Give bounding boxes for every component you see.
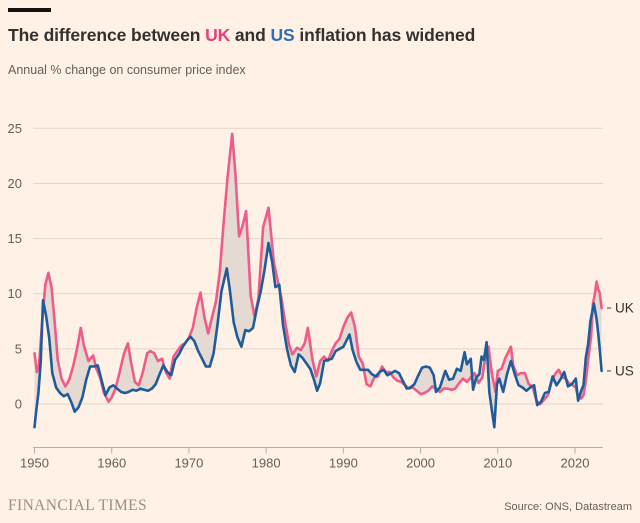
x-tick-label: 1990 (329, 456, 358, 471)
title-text: The difference between (8, 25, 206, 45)
title-text: inflation has widened (294, 25, 476, 45)
x-tick-label: 2020 (561, 456, 590, 471)
ft-brand-text: FINANCIAL TIMES (8, 497, 148, 514)
y-tick-label: 0 (15, 397, 22, 412)
top-rule (8, 8, 51, 12)
uk-end-label: UK (615, 301, 634, 316)
uk-line (33, 132, 603, 406)
y-tick-label: 5 (15, 341, 22, 356)
us-line (33, 241, 603, 429)
x-tick-label: 1980 (252, 456, 281, 471)
x-tick-label: 2000 (406, 456, 435, 471)
y-tick-label: 25 (8, 121, 22, 136)
x-tick-label: 2010 (483, 456, 512, 471)
us-end-label: US (615, 363, 634, 378)
source-note: Source: ONS, Datastream (504, 501, 632, 513)
x-tick-label: 1970 (174, 456, 203, 471)
y-tick-label: 10 (8, 286, 22, 301)
x-tick-label: 1950 (20, 456, 49, 471)
title-text: and (230, 25, 271, 45)
y-tick-label: 20 (8, 176, 22, 191)
y-tick-label: 15 (8, 231, 22, 246)
title-us-accent: US (270, 25, 295, 45)
x-tick-label: 1960 (97, 456, 126, 471)
page-title: The difference between UK and US inflati… (8, 24, 628, 46)
title-uk-accent: UK (205, 25, 231, 45)
chart-subtitle: Annual % change on consumer price index (8, 63, 246, 77)
